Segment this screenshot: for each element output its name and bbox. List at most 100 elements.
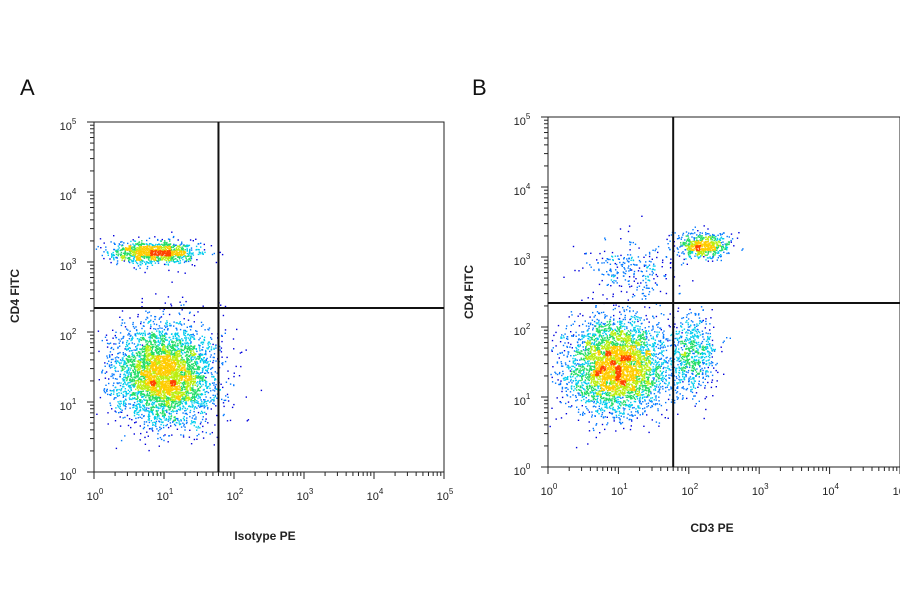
event-point xyxy=(126,372,129,374)
event-point xyxy=(156,341,158,343)
event-point xyxy=(133,384,135,387)
event-point xyxy=(143,382,145,384)
event-point xyxy=(198,395,200,397)
event-point xyxy=(125,403,127,405)
event-point xyxy=(139,381,141,384)
event-point xyxy=(192,397,194,399)
event-point xyxy=(151,257,153,259)
event-point xyxy=(160,438,163,441)
event-point xyxy=(160,339,163,341)
event-point xyxy=(178,395,180,398)
event-point xyxy=(176,334,179,336)
event-point xyxy=(178,262,180,265)
event-point xyxy=(140,380,142,382)
event-point xyxy=(142,336,144,339)
event-point xyxy=(162,350,165,352)
event-point xyxy=(132,380,134,382)
event-point xyxy=(147,374,149,376)
event-point xyxy=(135,335,137,337)
event-point xyxy=(163,397,165,400)
event-point xyxy=(187,370,189,372)
event-point xyxy=(193,369,195,371)
event-point xyxy=(132,246,134,248)
event-point xyxy=(199,393,201,395)
event-point xyxy=(133,367,136,369)
event-point xyxy=(148,321,150,323)
event-point xyxy=(173,235,175,238)
event-point xyxy=(153,393,155,395)
event-point xyxy=(170,258,172,260)
event-point xyxy=(128,253,131,255)
event-point xyxy=(158,403,160,405)
event-point xyxy=(145,358,147,361)
event-point xyxy=(184,429,186,431)
event-point xyxy=(161,412,164,414)
event-point xyxy=(141,401,143,404)
event-point xyxy=(109,367,112,369)
event-point xyxy=(137,344,139,346)
event-point xyxy=(163,383,165,386)
event-point xyxy=(137,313,139,316)
event-point xyxy=(165,380,167,383)
event-point xyxy=(165,243,167,245)
event-point xyxy=(116,260,119,262)
event-point xyxy=(155,406,157,409)
event-point xyxy=(139,367,142,369)
event-point xyxy=(203,404,205,406)
event-point xyxy=(163,400,165,402)
event-point xyxy=(186,359,188,361)
event-point xyxy=(131,364,134,366)
event-point xyxy=(148,237,151,239)
event-point xyxy=(172,378,174,381)
event-point xyxy=(159,365,161,367)
event-point xyxy=(169,248,171,250)
event-point xyxy=(142,334,144,336)
event-point xyxy=(128,347,131,349)
event-point xyxy=(108,365,111,368)
event-point xyxy=(174,372,176,374)
event-point xyxy=(101,371,103,373)
event-point xyxy=(179,387,181,389)
event-point xyxy=(189,334,191,337)
event-point xyxy=(165,391,167,394)
event-point xyxy=(193,424,195,427)
event-point xyxy=(158,246,160,248)
event-point xyxy=(134,385,136,387)
event-point xyxy=(152,334,154,337)
event-point xyxy=(183,399,186,402)
event-point xyxy=(129,379,131,382)
event-point xyxy=(170,389,172,392)
event-point xyxy=(178,323,180,325)
event-point xyxy=(145,262,147,265)
event-point xyxy=(147,345,149,347)
event-point xyxy=(109,342,112,344)
event-point xyxy=(167,393,169,395)
event-point xyxy=(169,349,171,351)
event-point xyxy=(158,380,161,382)
event-point xyxy=(181,248,184,250)
event-point xyxy=(166,385,168,387)
event-point xyxy=(115,250,117,252)
event-point xyxy=(161,348,164,351)
event-point xyxy=(198,375,200,377)
event-point xyxy=(145,356,148,358)
event-point xyxy=(165,417,167,420)
event-point xyxy=(177,389,180,391)
event-point xyxy=(161,382,163,384)
event-point xyxy=(184,335,187,337)
event-point xyxy=(154,244,156,247)
event-point xyxy=(190,379,192,381)
event-point xyxy=(150,392,152,394)
event-point xyxy=(184,254,186,257)
event-point xyxy=(153,361,155,363)
event-point xyxy=(158,359,161,361)
event-point xyxy=(167,351,169,353)
event-point xyxy=(133,433,135,435)
event-point xyxy=(190,420,193,422)
event-point xyxy=(166,321,168,324)
event-point xyxy=(152,352,154,354)
event-point xyxy=(148,346,150,348)
event-point xyxy=(145,355,148,357)
event-point xyxy=(128,418,131,420)
event-point xyxy=(176,395,178,398)
